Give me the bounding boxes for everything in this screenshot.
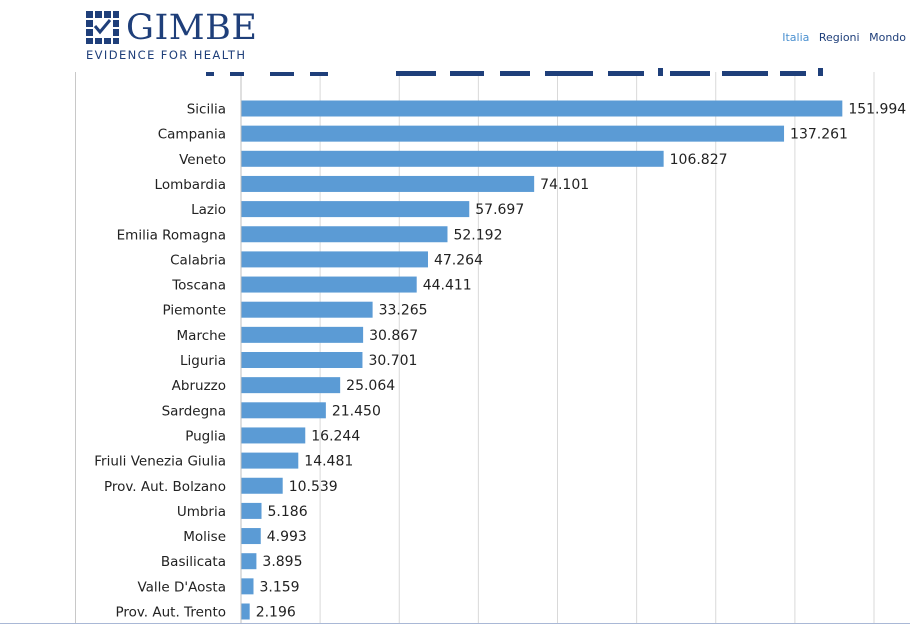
value-label: 25.064 — [346, 378, 395, 394]
chart-title-cropped — [200, 64, 840, 76]
category-label: Veneto — [179, 152, 226, 168]
bar — [241, 125, 785, 142]
bar — [241, 427, 306, 444]
bar — [241, 175, 535, 192]
category-label: Liguria — [180, 353, 226, 369]
bar — [241, 100, 843, 117]
top-nav: Italia Regioni Mondo — [776, 31, 906, 44]
value-label: 30.867 — [369, 328, 418, 344]
bottom-divider — [0, 623, 910, 624]
category-label: Marche — [177, 328, 226, 344]
nav-link-italia[interactable]: Italia — [782, 31, 810, 44]
logo-title: GIMBE — [126, 8, 258, 48]
value-label: 47.264 — [434, 252, 483, 268]
bar — [241, 226, 448, 243]
value-label: 74.101 — [540, 177, 589, 193]
value-label: 3.895 — [262, 554, 302, 570]
value-label: 14.481 — [304, 454, 353, 470]
category-label: Abruzzo — [172, 378, 226, 394]
value-label: 151.994 — [848, 102, 906, 118]
bar — [241, 477, 283, 494]
bar — [241, 326, 364, 343]
nav-link-mondo[interactable]: Mondo — [869, 31, 906, 44]
bar — [241, 301, 373, 318]
bar — [241, 251, 428, 268]
category-label: Piemonte — [163, 303, 226, 319]
category-label: Molise — [183, 529, 226, 545]
category-label: Sardegna — [162, 403, 226, 419]
category-label: Umbria — [177, 504, 226, 520]
bar — [241, 603, 250, 620]
category-label: Lazio — [191, 202, 226, 218]
value-label: 106.827 — [670, 152, 728, 168]
bar — [241, 377, 341, 394]
value-label: 4.993 — [267, 529, 307, 545]
logo-subtitle: EVIDENCE FOR HEALTH — [86, 48, 247, 62]
category-label: Sicilia — [187, 102, 226, 118]
category-label: Prov. Aut. Trento — [115, 605, 226, 621]
bar — [241, 578, 254, 595]
category-label: Valle D'Aosta — [137, 579, 226, 595]
logo-grid-icon — [86, 11, 119, 44]
bar — [241, 452, 299, 469]
value-label: 16.244 — [311, 428, 360, 444]
category-label: Prov. Aut. Bolzano — [104, 479, 226, 495]
value-label: 57.697 — [475, 202, 524, 218]
bar — [241, 352, 363, 368]
category-label: Campania — [158, 127, 226, 143]
bar — [241, 402, 326, 419]
category-label: Calabria — [170, 252, 226, 268]
chart-frame-left-line — [75, 72, 76, 624]
bar — [241, 201, 470, 218]
category-label: Basilicata — [161, 554, 226, 570]
value-label: 3.159 — [259, 579, 299, 595]
category-label: Puglia — [185, 428, 226, 444]
value-label: 30.701 — [368, 353, 417, 369]
value-label: 44.411 — [423, 278, 472, 294]
value-label: 10.539 — [289, 479, 338, 495]
site-header: GIMBE EVIDENCE FOR HEALTH Italia Regioni… — [0, 0, 910, 66]
value-label: 33.265 — [379, 303, 428, 319]
bar — [241, 528, 261, 545]
category-label: Emilia Romagna — [117, 227, 226, 243]
value-label: 52.192 — [453, 227, 502, 243]
value-label: 5.186 — [268, 504, 308, 520]
nav-link-regioni[interactable]: Regioni — [818, 31, 860, 44]
category-label: Toscana — [171, 278, 226, 294]
category-label: Friuli Venezia Giulia — [94, 454, 226, 470]
bar — [241, 276, 417, 293]
bar — [241, 553, 257, 570]
value-label: 2.196 — [256, 605, 296, 621]
value-label: 21.450 — [332, 403, 381, 419]
gimbe-logo[interactable]: GIMBE EVIDENCE FOR HEALTH — [86, 10, 266, 64]
bar — [241, 502, 262, 519]
value-label: 137.261 — [790, 127, 848, 143]
category-label: Lombardia — [155, 177, 226, 193]
bar — [241, 150, 664, 167]
